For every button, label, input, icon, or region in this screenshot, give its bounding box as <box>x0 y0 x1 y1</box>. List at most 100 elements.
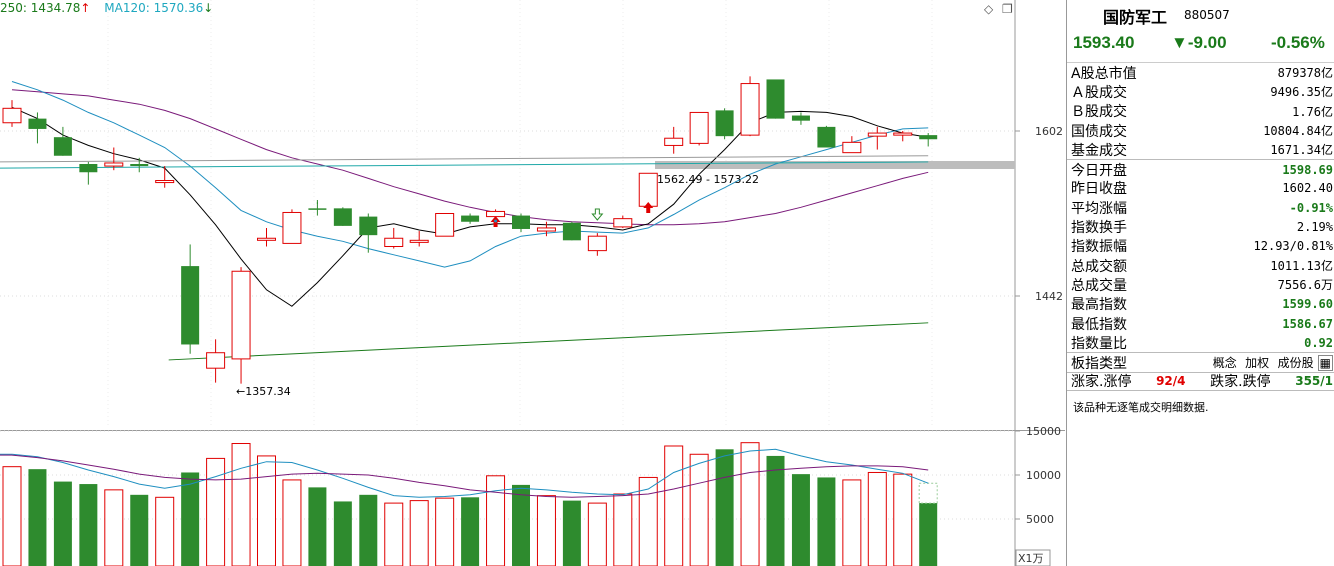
stat-label: 今日开盘 <box>1071 162 1127 179</box>
stat-label: 最低指数 <box>1071 316 1127 333</box>
volume-bar <box>638 476 658 566</box>
stat-row: 基金成交 1671.34亿 <box>1067 140 1334 159</box>
volume-bar <box>308 487 327 566</box>
projected-volume-box <box>918 482 938 504</box>
candle-body <box>562 222 581 241</box>
restore-window-icon[interactable]: ❐ <box>1002 2 1013 16</box>
candle-body <box>130 164 149 167</box>
index-name: 国防军工 <box>1103 8 1168 27</box>
ma250-legend: 250: 1434.78↑ <box>0 1 90 15</box>
candle-body <box>409 239 429 243</box>
stat-value: 1602.40 <box>1282 181 1333 196</box>
candle-body <box>181 266 200 345</box>
stat-value: 1598.69 <box>1282 162 1333 177</box>
volume-bar <box>130 494 149 566</box>
candle-body <box>206 352 226 369</box>
stat-value: 1586.67 <box>1282 316 1333 331</box>
volume-bar <box>53 481 72 566</box>
stat-value: 10804.84亿 <box>1263 124 1333 139</box>
stat-label: Ｂ股成交 <box>1071 104 1127 121</box>
range-label: 1562.49 - 1573.22 <box>657 173 759 186</box>
candle-body <box>359 216 378 236</box>
volume-bar <box>842 479 862 566</box>
volume-bar <box>28 469 47 566</box>
range-band <box>655 161 1015 169</box>
volume-bar <box>919 503 938 566</box>
candle-body <box>461 215 480 222</box>
buy-signal-icon <box>643 202 654 213</box>
volume-bar <box>79 484 98 566</box>
volume-bar <box>893 473 913 566</box>
candle-body <box>104 162 124 167</box>
grid-icon[interactable]: ▦ <box>1317 355 1333 372</box>
stat-row: 国债成交 10804.84亿 <box>1067 121 1334 140</box>
stat-row: 指数量比 0.92 <box>1067 333 1334 352</box>
kline-chart[interactable]: 1602 1442 15000 10000 5000 X1万 ←1357.34 1562.49… <box>0 0 1065 566</box>
price-change-pct: -0.56% <box>1271 33 1325 52</box>
advance-decline-row: 涨家.涨停 92/4 跌家.跌停 355/1 <box>1067 371 1334 392</box>
decline-value: 355/1 <box>1295 374 1333 389</box>
stats-table: A股总市值 879378亿 Ａ股成交 9496.35亿 Ｂ股成交 1.76亿 国债成交 108… <box>1067 63 1334 352</box>
stat-value: 1671.34亿 <box>1270 143 1333 158</box>
chip-constituents[interactable]: 成份股 <box>1277 356 1314 371</box>
volume-bar <box>664 445 684 566</box>
stat-label: 指数量比 <box>1071 335 1127 352</box>
stat-row: 昨日收盘 1602.40 <box>1067 179 1334 198</box>
stat-label: 平均涨幅 <box>1071 200 1127 217</box>
volume-bar <box>104 489 124 566</box>
volume-bar <box>486 475 506 566</box>
stat-value: 1.76亿 <box>1292 104 1333 119</box>
chip-weighted[interactable]: 加权 <box>1245 356 1270 371</box>
volume-bar <box>155 496 175 566</box>
candle-body <box>79 164 98 173</box>
candle-body <box>28 118 47 129</box>
candle-body <box>689 111 709 144</box>
stat-row: 总成交量 7556.6万 <box>1067 275 1334 294</box>
signal-dot <box>494 219 498 223</box>
board-type-label: 板指类型 <box>1071 355 1127 372</box>
stat-row: 指数振幅 12.93/0.81% <box>1067 237 1334 256</box>
candle-body <box>766 79 785 119</box>
stat-row: Ａ股成交 9496.35亿 <box>1067 82 1334 101</box>
volume-bar <box>333 501 352 566</box>
stat-label: 总成交量 <box>1071 277 1127 294</box>
volume-unit-box <box>1015 549 1051 566</box>
ma-legend: 250: 1434.78↑ MA120: 1570.36↓ <box>0 1 223 15</box>
volume-bar <box>181 472 200 566</box>
chip-concept[interactable]: 概念 <box>1212 356 1237 371</box>
ma60-line <box>0 161 929 169</box>
chart-area[interactable]: 1602 1442 15000 10000 5000 X1万 ←1357.34 1562.49… <box>0 0 1065 566</box>
volume-bar <box>715 449 734 566</box>
candle-body <box>308 208 327 210</box>
up-arrow-icon: ↑ <box>80 1 91 15</box>
ma20-line <box>11 89 929 226</box>
candle-body <box>613 218 633 228</box>
stat-value: 12.93/0.81% <box>1253 239 1333 254</box>
diamond-icon[interactable]: ◇ <box>984 2 994 16</box>
board-type-row: 板指类型 概念 加权 成份股 ▦ <box>1067 352 1334 372</box>
candle-body <box>893 132 913 136</box>
ma10-line <box>11 81 929 268</box>
stat-label: 指数换手 <box>1071 220 1127 237</box>
price-change: ▼-9.00 <box>1171 33 1227 52</box>
volume-bar <box>231 443 251 566</box>
volume-bar <box>2 466 22 566</box>
sell-signal-icon <box>591 208 604 221</box>
volume-tick-label: 5000 <box>1026 513 1054 526</box>
volume-ma5-line <box>11 448 929 498</box>
tick-data-note: 该品种无逐笔成交明细数据. <box>1073 401 1209 415</box>
stat-label: 最高指数 <box>1071 297 1127 314</box>
stat-row: 指数换手 2.19% <box>1067 217 1334 236</box>
stat-row: 最高指数 1599.60 <box>1067 295 1334 314</box>
ma120-legend: MA120: 1570.36↓ <box>104 1 213 15</box>
candle-body <box>486 210 506 218</box>
candle-body <box>791 115 810 121</box>
volume-bar <box>409 500 429 566</box>
volume-unit-label: X1万 <box>1018 552 1044 565</box>
candle-body <box>587 235 607 252</box>
stat-label: 基金成交 <box>1071 142 1127 159</box>
candle-body <box>53 137 72 156</box>
ma250-value: 250: 1434.78 <box>0 1 81 15</box>
candle-body <box>2 107 22 124</box>
candle-body <box>919 135 938 140</box>
